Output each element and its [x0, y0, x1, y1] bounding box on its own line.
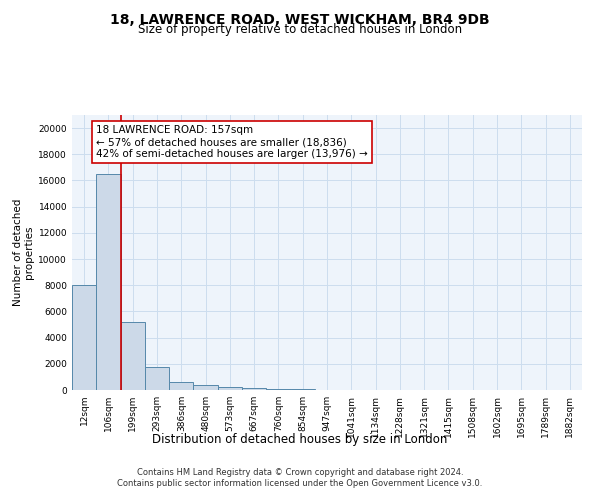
Text: Distribution of detached houses by size in London: Distribution of detached houses by size … — [152, 432, 448, 446]
Bar — [145, 367, 169, 390]
Bar — [242, 388, 266, 390]
Bar — [169, 382, 193, 390]
Bar — [193, 386, 218, 390]
Bar — [72, 284, 96, 390]
Bar — [218, 388, 242, 390]
Bar — [266, 388, 290, 390]
Y-axis label: Number of detached
properties: Number of detached properties — [13, 199, 34, 306]
Bar — [290, 389, 315, 390]
Text: Size of property relative to detached houses in London: Size of property relative to detached ho… — [138, 22, 462, 36]
Text: Contains HM Land Registry data © Crown copyright and database right 2024.
Contai: Contains HM Land Registry data © Crown c… — [118, 468, 482, 487]
Text: 18, LAWRENCE ROAD, WEST WICKHAM, BR4 9DB: 18, LAWRENCE ROAD, WEST WICKHAM, BR4 9DB — [110, 12, 490, 26]
Bar — [121, 322, 145, 390]
Text: 18 LAWRENCE ROAD: 157sqm
← 57% of detached houses are smaller (18,836)
42% of se: 18 LAWRENCE ROAD: 157sqm ← 57% of detach… — [96, 126, 368, 158]
Bar — [96, 174, 121, 390]
